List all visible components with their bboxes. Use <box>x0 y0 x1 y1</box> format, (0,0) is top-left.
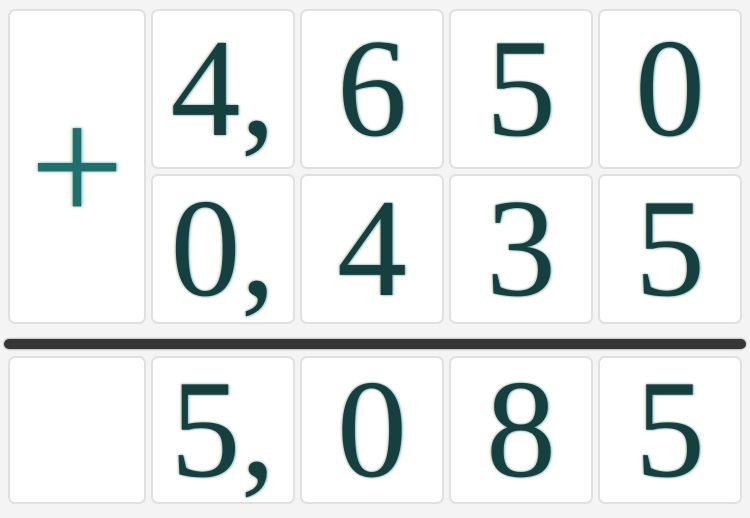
sum-digit: 5 <box>635 352 705 507</box>
addend2-digit: 3 <box>486 171 556 326</box>
sum-digit: 0 <box>337 352 407 507</box>
addend1-cell-ones: 0 <box>598 9 742 169</box>
addend2-digit: 4 <box>337 171 407 326</box>
addend2-digit: 0, <box>170 171 276 326</box>
sum-cell-ones: 5 <box>598 356 742 504</box>
equals-rule <box>4 339 746 349</box>
sum-cell-thousands: 5, <box>151 356 295 504</box>
sum-cell-tens: 8 <box>449 356 593 504</box>
sum-digit: 5, <box>170 352 276 507</box>
addend1-digit: 6 <box>337 11 407 166</box>
addend1-cell-tens: 5 <box>449 9 593 169</box>
sum-cell-hundreds: 0 <box>300 356 444 504</box>
addend2-digit: 5 <box>635 171 705 326</box>
addend2-cell-hundreds: 4 <box>300 174 444 324</box>
addend2-cell-thousands: 0, <box>151 174 295 324</box>
operator-cell: + <box>8 9 146 324</box>
addend1-cell-hundreds: 6 <box>300 9 444 169</box>
addend1-cell-thousands: 4, <box>151 9 295 169</box>
addend2-cell-ones: 5 <box>598 174 742 324</box>
plus-operator: + <box>29 73 125 260</box>
empty-cell <box>8 356 146 504</box>
sum-digit: 8 <box>486 352 556 507</box>
addend2-cell-tens: 3 <box>449 174 593 324</box>
addend1-digit: 4, <box>170 11 276 166</box>
addend1-digit: 0 <box>635 11 705 166</box>
addition-grid: + 4, 6 5 0 0, 4 3 5 5, <box>8 9 742 504</box>
addend1-digit: 5 <box>486 11 556 166</box>
